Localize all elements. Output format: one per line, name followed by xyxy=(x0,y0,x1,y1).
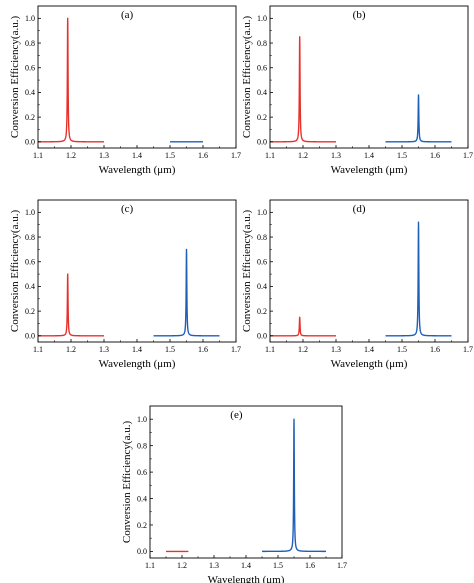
panel-label: (b) xyxy=(353,9,366,21)
chart-panel-a: 1.1 1.2 1.3 1.4 1.5 1.6 1.7 0.0 0.2 0.4 0.6 0.8 1.0 W… xyxy=(4,2,241,176)
series-line-red xyxy=(269,36,337,143)
panel-label: (d) xyxy=(353,203,366,215)
y-axis-title: Conversion Efficiency(a.u.) xyxy=(9,210,21,333)
y-tick-label: 0.4 xyxy=(257,88,267,97)
plot-frame xyxy=(149,405,343,559)
y-tick-label: 0.4 xyxy=(25,282,35,291)
y-axis-title: Conversion Efficiency(a.u.) xyxy=(9,16,21,139)
chart-panel-c: 1.1 1.2 1.3 1.4 1.5 1.6 1.7 0.0 0.2 0.4 0.6 0.8 1.0 W… xyxy=(4,196,241,370)
x-tick-label: 1.4 xyxy=(132,151,142,160)
panel-label: (c) xyxy=(121,203,134,215)
y-tick-label: 0.2 xyxy=(25,307,35,316)
x-tick-label: 1.2 xyxy=(177,561,187,570)
series-line-red xyxy=(269,316,337,337)
x-tick-label: 1.6 xyxy=(430,151,440,160)
panel-label: (a) xyxy=(121,9,134,21)
y-tick-label: 0.2 xyxy=(257,307,267,316)
y-tick-label: 1.0 xyxy=(137,415,147,424)
x-axis-title: Wavelength (μm) xyxy=(331,164,408,176)
x-tick-label: 1.5 xyxy=(397,345,407,354)
y-tick-label: 1.0 xyxy=(25,208,35,217)
y-tick-label: 0.2 xyxy=(137,521,147,530)
series-line-red xyxy=(37,273,105,337)
x-tick-label: 1.4 xyxy=(364,345,374,354)
y-tick-label: 0.6 xyxy=(25,258,35,267)
chart-panel-b: 1.1 1.2 1.3 1.4 1.5 1.6 1.7 0.0 0.2 0.4 0.6 0.8 1.0 W… xyxy=(236,2,473,176)
chart-svg: 1.1 1.2 1.3 1.4 1.5 1.6 1.7 0.0 0.2 0.4 0.6 0.8 1.0 W… xyxy=(241,5,473,176)
x-tick-label: 1.1 xyxy=(265,151,275,160)
y-tick-label: 0.6 xyxy=(257,258,267,267)
x-tick-label: 1.7 xyxy=(463,151,473,160)
y-tick-label: 0.4 xyxy=(257,282,267,291)
y-tick-label: 0.8 xyxy=(25,233,35,242)
x-tick-label: 1.2 xyxy=(66,151,76,160)
x-tick-label: 1.7 xyxy=(463,345,473,354)
x-tick-label: 1.3 xyxy=(331,151,341,160)
x-axis-title: Wavelength (μm) xyxy=(331,358,408,370)
x-tick-label: 1.3 xyxy=(99,151,109,160)
y-tick-label: 0.6 xyxy=(257,64,267,73)
x-tick-label: 1.1 xyxy=(145,561,155,570)
chart-svg: 1.1 1.2 1.3 1.4 1.5 1.6 1.7 0.0 0.2 0.4 0.6 0.8 1.0 W… xyxy=(121,405,347,583)
y-tick-label: 0.8 xyxy=(137,441,147,450)
y-axis-title: Conversion Efficiency(a.u.) xyxy=(241,210,253,333)
series-line-blue xyxy=(384,221,453,337)
y-tick-label: 1.0 xyxy=(257,208,267,217)
x-tick-label: 1.4 xyxy=(132,345,142,354)
x-tick-label: 1.6 xyxy=(198,345,208,354)
x-tick-label: 1.1 xyxy=(33,151,43,160)
series-line-red xyxy=(37,17,105,143)
series-line-blue xyxy=(384,94,453,143)
y-tick-label: 0.4 xyxy=(137,494,147,503)
series-line-blue xyxy=(152,248,221,337)
y-tick-label: 0.2 xyxy=(257,113,267,122)
x-tick-label: 1.3 xyxy=(99,345,109,354)
x-tick-label: 1.5 xyxy=(165,345,175,354)
x-tick-label: 1.4 xyxy=(241,561,251,570)
y-axis-title: Conversion Efficiency(a.u.) xyxy=(241,16,253,139)
chart-svg: 1.1 1.2 1.3 1.4 1.5 1.6 1.7 0.0 0.2 0.4 0.6 0.8 1.0 W… xyxy=(9,199,241,370)
panel-label: (e) xyxy=(230,409,243,421)
chart-svg: 1.1 1.2 1.3 1.4 1.5 1.6 1.7 0.0 0.2 0.4 0.6 0.8 1.0 W… xyxy=(241,199,473,370)
y-tick-label: 0.0 xyxy=(257,138,267,147)
y-tick-label: 0.8 xyxy=(257,233,267,242)
x-axis-title: Wavelength (μm) xyxy=(208,574,285,583)
y-tick-label: 1.0 xyxy=(25,14,35,23)
y-tick-label: 0.6 xyxy=(137,468,147,477)
y-tick-label: 0.0 xyxy=(137,547,147,556)
chart-panel-e: 1.1 1.2 1.3 1.4 1.5 1.6 1.7 0.0 0.2 0.4 0.6 0.8 1.0 W… xyxy=(112,402,348,583)
x-tick-label: 1.2 xyxy=(66,345,76,354)
x-tick-label: 1.3 xyxy=(209,561,219,570)
y-tick-label: 0.8 xyxy=(25,39,35,48)
x-axis-title: Wavelength (μm) xyxy=(99,358,176,370)
x-tick-label: 1.6 xyxy=(198,151,208,160)
series-line-blue xyxy=(261,418,327,553)
y-tick-label: 0.0 xyxy=(25,138,35,147)
x-tick-label: 1.7 xyxy=(337,561,347,570)
y-tick-label: 0.8 xyxy=(257,39,267,48)
y-tick-label: 0.2 xyxy=(25,113,35,122)
x-tick-label: 1.6 xyxy=(430,345,440,354)
chart-panel-d: 1.1 1.2 1.3 1.4 1.5 1.6 1.7 0.0 0.2 0.4 0.6 0.8 1.0 W… xyxy=(236,196,473,370)
y-tick-label: 1.0 xyxy=(257,14,267,23)
y-tick-label: 0.0 xyxy=(257,332,267,341)
x-tick-label: 1.3 xyxy=(331,345,341,354)
x-tick-label: 1.1 xyxy=(265,345,275,354)
x-tick-label: 1.7 xyxy=(231,151,241,160)
x-tick-label: 1.2 xyxy=(298,151,308,160)
x-tick-label: 1.1 xyxy=(33,345,43,354)
x-tick-label: 1.6 xyxy=(305,561,315,570)
x-axis-title: Wavelength (μm) xyxy=(99,164,176,176)
y-tick-label: 0.6 xyxy=(25,64,35,73)
x-tick-label: 1.7 xyxy=(231,345,241,354)
x-tick-label: 1.5 xyxy=(165,151,175,160)
x-tick-label: 1.5 xyxy=(397,151,407,160)
x-tick-label: 1.5 xyxy=(273,561,283,570)
y-tick-label: 0.4 xyxy=(25,88,35,97)
chart-svg: 1.1 1.2 1.3 1.4 1.5 1.6 1.7 0.0 0.2 0.4 0.6 0.8 1.0 W… xyxy=(9,5,241,176)
y-axis-title: Conversion Efficiency(a.u.) xyxy=(121,421,133,544)
x-tick-label: 1.2 xyxy=(298,345,308,354)
x-tick-label: 1.4 xyxy=(364,151,374,160)
y-tick-label: 0.0 xyxy=(25,332,35,341)
